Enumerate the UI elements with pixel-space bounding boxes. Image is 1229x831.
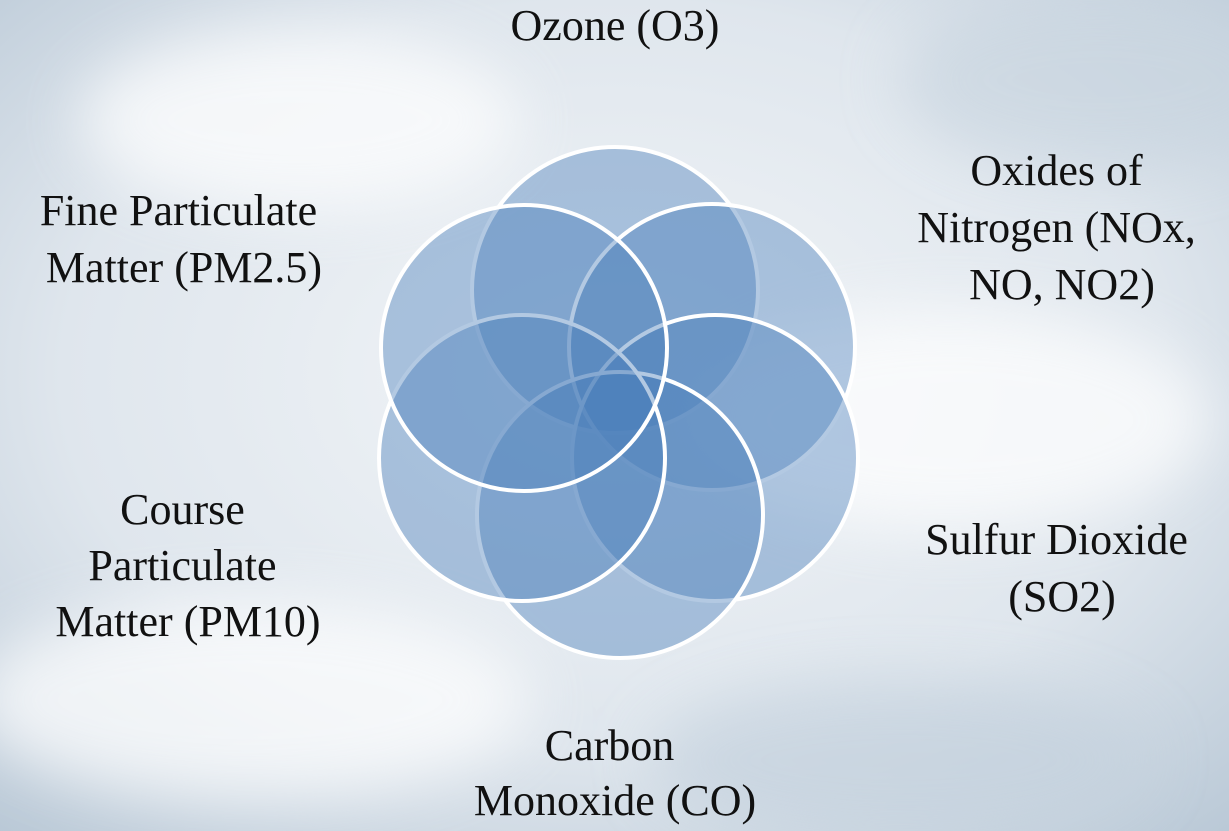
- label-line: Nitrogen (NOx,: [917, 203, 1196, 252]
- node-label: Fine Particulate Matter (PM2.5): [40, 186, 328, 292]
- circle: [567, 202, 857, 492]
- node-label: Ozone (O3): [511, 1, 720, 50]
- label-line: Carbon: [545, 721, 675, 770]
- circle: [377, 313, 667, 603]
- label-line: Monoxide (CO): [474, 776, 756, 825]
- node-label: Course Particulate Matter (PM10): [55, 485, 320, 646]
- label-line: Oxides of: [970, 146, 1143, 195]
- circle: [475, 370, 765, 660]
- label-line: NO, NO2): [969, 260, 1155, 309]
- label-line: Course: [120, 485, 245, 534]
- circle: [470, 145, 760, 435]
- circle: [570, 313, 860, 603]
- label-line: Ozone (O3): [511, 1, 720, 50]
- label-line: Particulate: [88, 541, 276, 590]
- circles: [377, 145, 860, 660]
- label-line: Matter (PM10): [55, 597, 320, 646]
- label-line: Sulfur Dioxide: [925, 515, 1188, 564]
- node-label: Sulfur Dioxide (SO2): [925, 515, 1199, 621]
- node-label: Carbon Monoxide (CO): [474, 721, 756, 825]
- node-label: Oxides of Nitrogen (NOx, NO, NO2): [917, 146, 1207, 309]
- labels: Ozone (O3) Oxides of Nitrogen (NOx, NO, …: [40, 1, 1207, 825]
- label-line: Fine Particulate: [40, 186, 317, 235]
- label-line: (SO2): [1008, 572, 1116, 621]
- circle: [379, 203, 669, 493]
- label-line: Matter (PM2.5): [46, 243, 322, 292]
